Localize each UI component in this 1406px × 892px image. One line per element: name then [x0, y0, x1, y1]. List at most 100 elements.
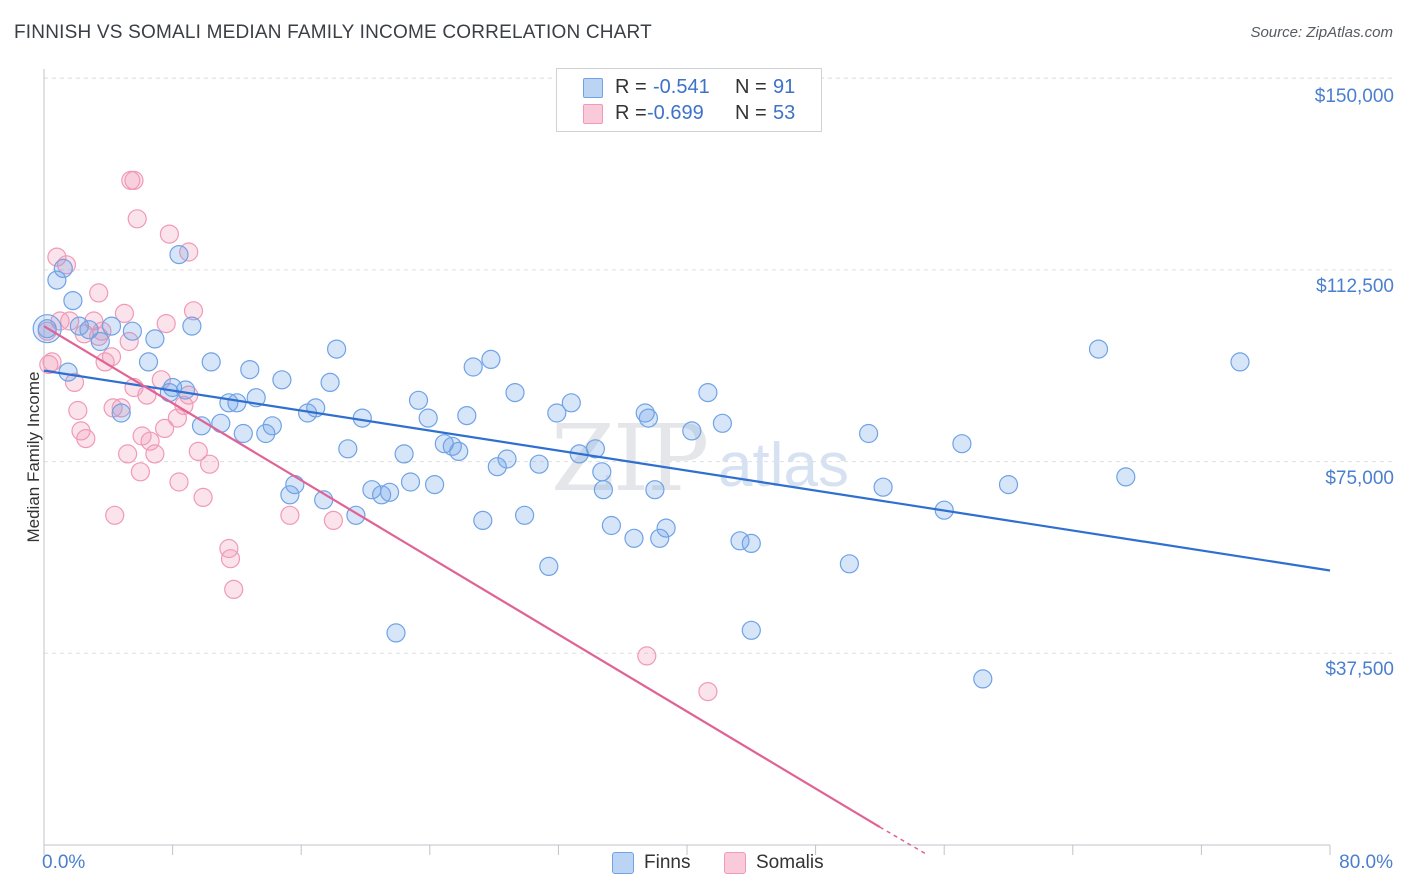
finns-point [682, 421, 702, 441]
finns-point [457, 406, 477, 426]
finns-point [712, 413, 733, 433]
finns-point [79, 320, 99, 340]
finns-point [280, 485, 300, 505]
somalis-point [56, 255, 77, 275]
finns-point [372, 485, 392, 505]
finns-point [386, 623, 406, 643]
watermark-zip: ZIP [551, 405, 709, 512]
finns-point [101, 316, 122, 336]
finns-point [201, 352, 221, 372]
somalis-point [42, 352, 62, 372]
somalis-point [145, 444, 165, 464]
somalis-r-label: R = [615, 102, 647, 124]
finns-point [211, 413, 231, 433]
finns-point [272, 370, 292, 390]
finns-point [741, 533, 761, 554]
finns-point [858, 423, 879, 444]
stats-box: R = -0.541 N = 91 R = -0.699 N = 53 [556, 68, 822, 132]
somalis-point [117, 444, 138, 464]
finns-point [240, 360, 260, 380]
finns-point [839, 554, 860, 574]
finns-point [442, 436, 462, 456]
finns-point [656, 518, 676, 538]
finns-point [175, 380, 196, 400]
somalis-point [130, 462, 150, 482]
finns-trend-line [43, 369, 1331, 572]
finns-point [320, 372, 340, 392]
finns-point [262, 416, 282, 436]
finns-point [487, 457, 507, 477]
somalis-point [60, 311, 80, 331]
x-tick-label-min: 0.0% [42, 852, 86, 873]
somalis-point [188, 441, 208, 461]
somalis-point [156, 314, 176, 334]
somalis-trend-extension [879, 826, 929, 856]
finns-point [63, 291, 83, 311]
finns-point [338, 439, 358, 459]
legend-somalis-label: Somalis [756, 852, 824, 873]
finns-point [425, 475, 445, 495]
finns-point [624, 528, 644, 548]
y-tick-label: $75,000 [1325, 468, 1394, 489]
somalis-point [280, 505, 300, 525]
finns-point [514, 505, 535, 525]
finns-point [58, 362, 78, 382]
finns-point [645, 480, 665, 500]
finns-point [1230, 352, 1250, 372]
finns-point [122, 321, 142, 341]
somalis-point [169, 472, 189, 492]
finns-n-value: 91 [773, 76, 796, 98]
finns-point [400, 472, 421, 492]
source-label: Source: ZipAtlas.com [1250, 24, 1393, 41]
somalis-point [193, 487, 213, 507]
somalis-point [698, 681, 718, 702]
finns-point [145, 329, 165, 349]
finns-point [547, 403, 567, 423]
somalis-point [323, 510, 343, 531]
chart-title: FINNISH VS SOMALI MEDIAN FAMILY INCOME C… [14, 22, 652, 43]
y-tick-label: $37,500 [1325, 659, 1394, 680]
somalis-n-label: N = [735, 102, 767, 124]
finns-point [227, 393, 247, 413]
finns-point [998, 475, 1019, 495]
somalis-points [37, 170, 718, 702]
finns-point [90, 331, 110, 352]
finns-r-value: -0.541 [653, 76, 710, 98]
somalis-point [39, 354, 59, 375]
finns-point [635, 403, 655, 423]
finns-point [593, 480, 614, 500]
x-tick-label-max: 80.0% [1339, 852, 1393, 873]
somalis-point [105, 505, 125, 525]
finns-point [285, 475, 305, 495]
finns-point [53, 258, 73, 278]
somalis-point [159, 224, 179, 244]
somalis-point [114, 303, 135, 323]
somalis-point [124, 170, 144, 190]
finns-point [256, 423, 276, 444]
somalis-point [183, 301, 204, 321]
finns-point [463, 357, 483, 377]
finns-point [327, 339, 347, 359]
finns-point [1116, 467, 1136, 487]
finns-point [380, 482, 400, 502]
finns-point [111, 403, 131, 423]
somalis-point [111, 398, 131, 418]
somalis-point [89, 283, 109, 303]
finns-point [394, 444, 414, 464]
somalis-r-value: -0.699 [647, 102, 704, 124]
finns-point [561, 393, 581, 413]
finns-point [650, 528, 670, 548]
finns-point [497, 449, 517, 469]
finns-r-label: R = [615, 76, 647, 98]
somalis-point [224, 579, 244, 600]
finns-point [539, 556, 559, 577]
finns-point [741, 620, 761, 640]
somalis-point [219, 538, 239, 559]
finns-point [973, 669, 993, 689]
stats-row-finns: R = -0.541 N = 91 [557, 75, 821, 101]
finns-point [47, 270, 67, 290]
somalis-point [155, 418, 175, 438]
finns-point [233, 423, 253, 444]
legend-finns-swatch [612, 852, 634, 874]
